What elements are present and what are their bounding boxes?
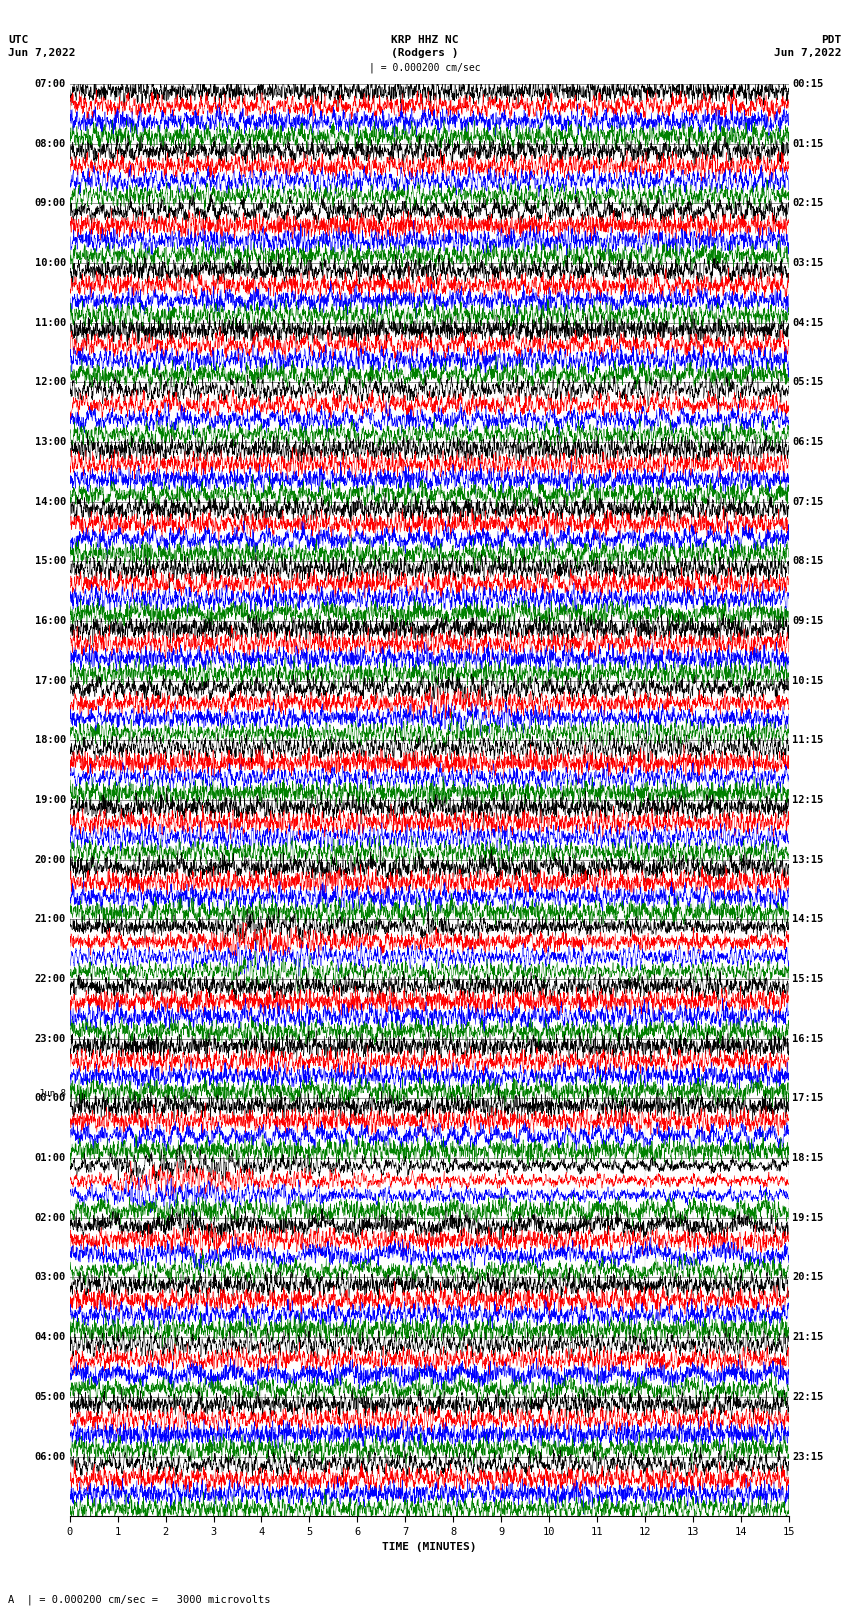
Text: UTC: UTC: [8, 35, 29, 45]
Text: 07:15: 07:15: [792, 497, 824, 506]
Text: 21:15: 21:15: [792, 1332, 824, 1342]
Text: (Rodgers ): (Rodgers ): [391, 48, 459, 58]
Text: 23:00: 23:00: [35, 1034, 66, 1044]
X-axis label: TIME (MINUTES): TIME (MINUTES): [382, 1542, 477, 1552]
Text: 03:15: 03:15: [792, 258, 824, 268]
Text: 08:00: 08:00: [35, 139, 66, 148]
Text: 22:15: 22:15: [792, 1392, 824, 1402]
Text: | = 0.000200 cm/sec: | = 0.000200 cm/sec: [369, 63, 481, 74]
Text: 12:00: 12:00: [35, 377, 66, 387]
Text: 14:15: 14:15: [792, 915, 824, 924]
Text: 16:15: 16:15: [792, 1034, 824, 1044]
Text: Jun 7,2022: Jun 7,2022: [8, 48, 76, 58]
Text: 17:00: 17:00: [35, 676, 66, 686]
Text: 04:00: 04:00: [35, 1332, 66, 1342]
Text: 08:15: 08:15: [792, 556, 824, 566]
Text: 19:15: 19:15: [792, 1213, 824, 1223]
Text: 15:15: 15:15: [792, 974, 824, 984]
Text: 12:15: 12:15: [792, 795, 824, 805]
Text: 23:15: 23:15: [792, 1452, 824, 1461]
Text: 19:00: 19:00: [35, 795, 66, 805]
Text: Jun 8: Jun 8: [39, 1089, 66, 1098]
Text: 20:00: 20:00: [35, 855, 66, 865]
Text: 18:15: 18:15: [792, 1153, 824, 1163]
Text: 00:15: 00:15: [792, 79, 824, 89]
Text: 15:00: 15:00: [35, 556, 66, 566]
Text: 02:00: 02:00: [35, 1213, 66, 1223]
Text: 14:00: 14:00: [35, 497, 66, 506]
Text: Jun 7,2022: Jun 7,2022: [774, 48, 842, 58]
Text: A  | = 0.000200 cm/sec =   3000 microvolts: A | = 0.000200 cm/sec = 3000 microvolts: [8, 1594, 271, 1605]
Text: 13:00: 13:00: [35, 437, 66, 447]
Text: 06:15: 06:15: [792, 437, 824, 447]
Text: 11:15: 11:15: [792, 736, 824, 745]
Text: 02:15: 02:15: [792, 198, 824, 208]
Text: 04:15: 04:15: [792, 318, 824, 327]
Text: 06:00: 06:00: [35, 1452, 66, 1461]
Text: 10:15: 10:15: [792, 676, 824, 686]
Text: 13:15: 13:15: [792, 855, 824, 865]
Text: 00:00: 00:00: [35, 1094, 66, 1103]
Text: 10:00: 10:00: [35, 258, 66, 268]
Text: 01:15: 01:15: [792, 139, 824, 148]
Text: 09:00: 09:00: [35, 198, 66, 208]
Text: 09:15: 09:15: [792, 616, 824, 626]
Text: KRP HHZ NC: KRP HHZ NC: [391, 35, 459, 45]
Text: 17:15: 17:15: [792, 1094, 824, 1103]
Text: 18:00: 18:00: [35, 736, 66, 745]
Text: 05:15: 05:15: [792, 377, 824, 387]
Text: 16:00: 16:00: [35, 616, 66, 626]
Text: 22:00: 22:00: [35, 974, 66, 984]
Text: 05:00: 05:00: [35, 1392, 66, 1402]
Text: 07:00: 07:00: [35, 79, 66, 89]
Text: 03:00: 03:00: [35, 1273, 66, 1282]
Text: 20:15: 20:15: [792, 1273, 824, 1282]
Text: 01:00: 01:00: [35, 1153, 66, 1163]
Text: 21:00: 21:00: [35, 915, 66, 924]
Text: 11:00: 11:00: [35, 318, 66, 327]
Text: PDT: PDT: [821, 35, 842, 45]
